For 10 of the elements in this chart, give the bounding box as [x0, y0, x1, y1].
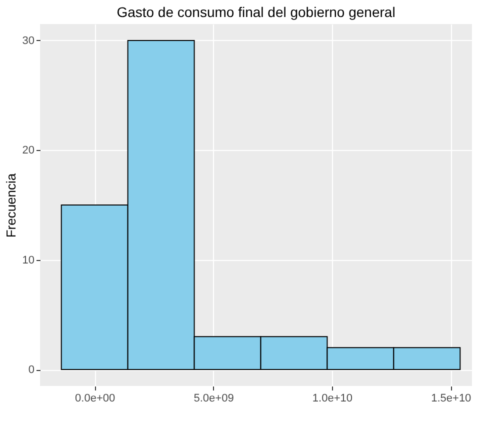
y-tick-label: 10 [22, 254, 34, 266]
x-tick-label: 1.5e+10 [431, 392, 472, 404]
y-tick-label: 30 [22, 34, 34, 47]
x-tick-label: 1.0e+10 [312, 392, 352, 404]
x-tick-label: 5.0e+09 [194, 392, 234, 404]
y-tick-label: 20 [22, 144, 34, 157]
y-axis-title: Frecuencia [3, 172, 18, 238]
x-tick-label: 0.0e+00 [75, 392, 116, 404]
chart-title: Gasto de consumo final del gobierno general [116, 4, 396, 20]
y-tick-label: 0 [28, 364, 34, 376]
